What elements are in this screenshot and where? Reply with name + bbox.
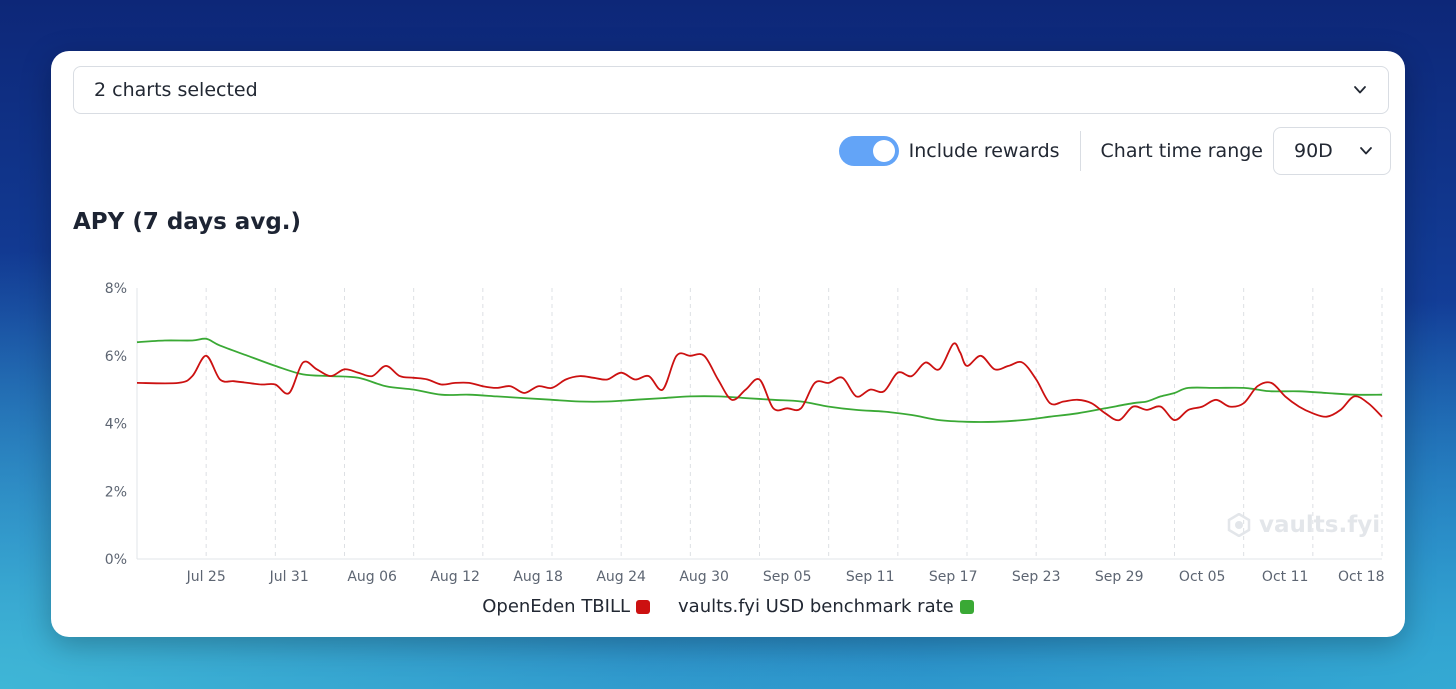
y-tick-label: 8% xyxy=(105,281,127,297)
controls-divider xyxy=(1079,131,1081,171)
x-tick-label: Oct 18 xyxy=(1338,569,1384,585)
legend-swatch-benchmark xyxy=(959,599,974,614)
x-tick-label: Sep 23 xyxy=(1012,569,1061,585)
y-tick-label: 4% xyxy=(105,417,127,433)
vaults-logo-icon xyxy=(1227,513,1251,537)
time-range-dropdown[interactable]: 90D xyxy=(1273,127,1391,175)
include-rewards-toggle[interactable] xyxy=(838,136,899,166)
chevron-down-icon xyxy=(1360,147,1372,155)
y-tick-label: 2% xyxy=(105,484,127,500)
x-tick-label: Oct 11 xyxy=(1262,569,1308,585)
chart-selector-label: 2 charts selected xyxy=(94,79,258,101)
x-tick-label: Jul 31 xyxy=(269,569,309,585)
x-tick-label: Aug 18 xyxy=(513,569,563,585)
chart-controls: Include rewards Chart time range 90D xyxy=(838,126,1391,176)
chart-legend: OpenEden TBILL vaults.fyi USD benchmark … xyxy=(51,596,1405,617)
x-tick-label: Sep 29 xyxy=(1095,569,1144,585)
legend-label-benchmark: vaults.fyi USD benchmark rate xyxy=(678,596,954,617)
toggle-knob xyxy=(872,140,895,162)
x-tick-label: Aug 12 xyxy=(430,569,480,585)
x-tick-label: Sep 17 xyxy=(929,569,978,585)
x-tick-label: Aug 06 xyxy=(347,569,397,585)
x-tick-label: Jul 25 xyxy=(186,569,226,585)
x-tick-label: Aug 30 xyxy=(679,569,729,585)
chart-title: APY (7 days avg.) xyxy=(73,209,302,235)
chevron-down-icon xyxy=(1354,86,1366,94)
x-tick-label: Sep 11 xyxy=(846,569,895,585)
y-tick-label: 0% xyxy=(105,552,127,568)
y-tick-label: 6% xyxy=(105,349,127,365)
legend-item-benchmark[interactable]: vaults.fyi USD benchmark rate xyxy=(678,596,974,617)
time-range-value: 90D xyxy=(1294,140,1333,162)
legend-item-tbill[interactable]: OpenEden TBILL xyxy=(482,596,651,617)
series-line-tbill xyxy=(136,342,1383,422)
include-rewards-label: Include rewards xyxy=(908,140,1060,162)
legend-swatch-tbill xyxy=(636,599,651,614)
time-range-label: Chart time range xyxy=(1100,140,1263,162)
apy-line-chart: 0% 2% 4% 6% 8% Jul 25 Jul 31 Aug 06 Aug 12 Aug 18… xyxy=(105,281,1385,585)
x-tick-label: Oct 05 xyxy=(1179,569,1225,585)
x-tick-label: Aug 24 xyxy=(596,569,646,585)
chart-selector-dropdown[interactable]: 2 charts selected xyxy=(73,66,1389,114)
legend-label-tbill: OpenEden TBILL xyxy=(482,596,631,617)
x-tick-label: Sep 05 xyxy=(763,569,812,585)
watermark: vaults.fyi xyxy=(1227,512,1380,538)
chart-card: 2 charts selected Include rewards Chart … xyxy=(51,51,1405,637)
watermark-text: vaults.fyi xyxy=(1259,512,1381,538)
